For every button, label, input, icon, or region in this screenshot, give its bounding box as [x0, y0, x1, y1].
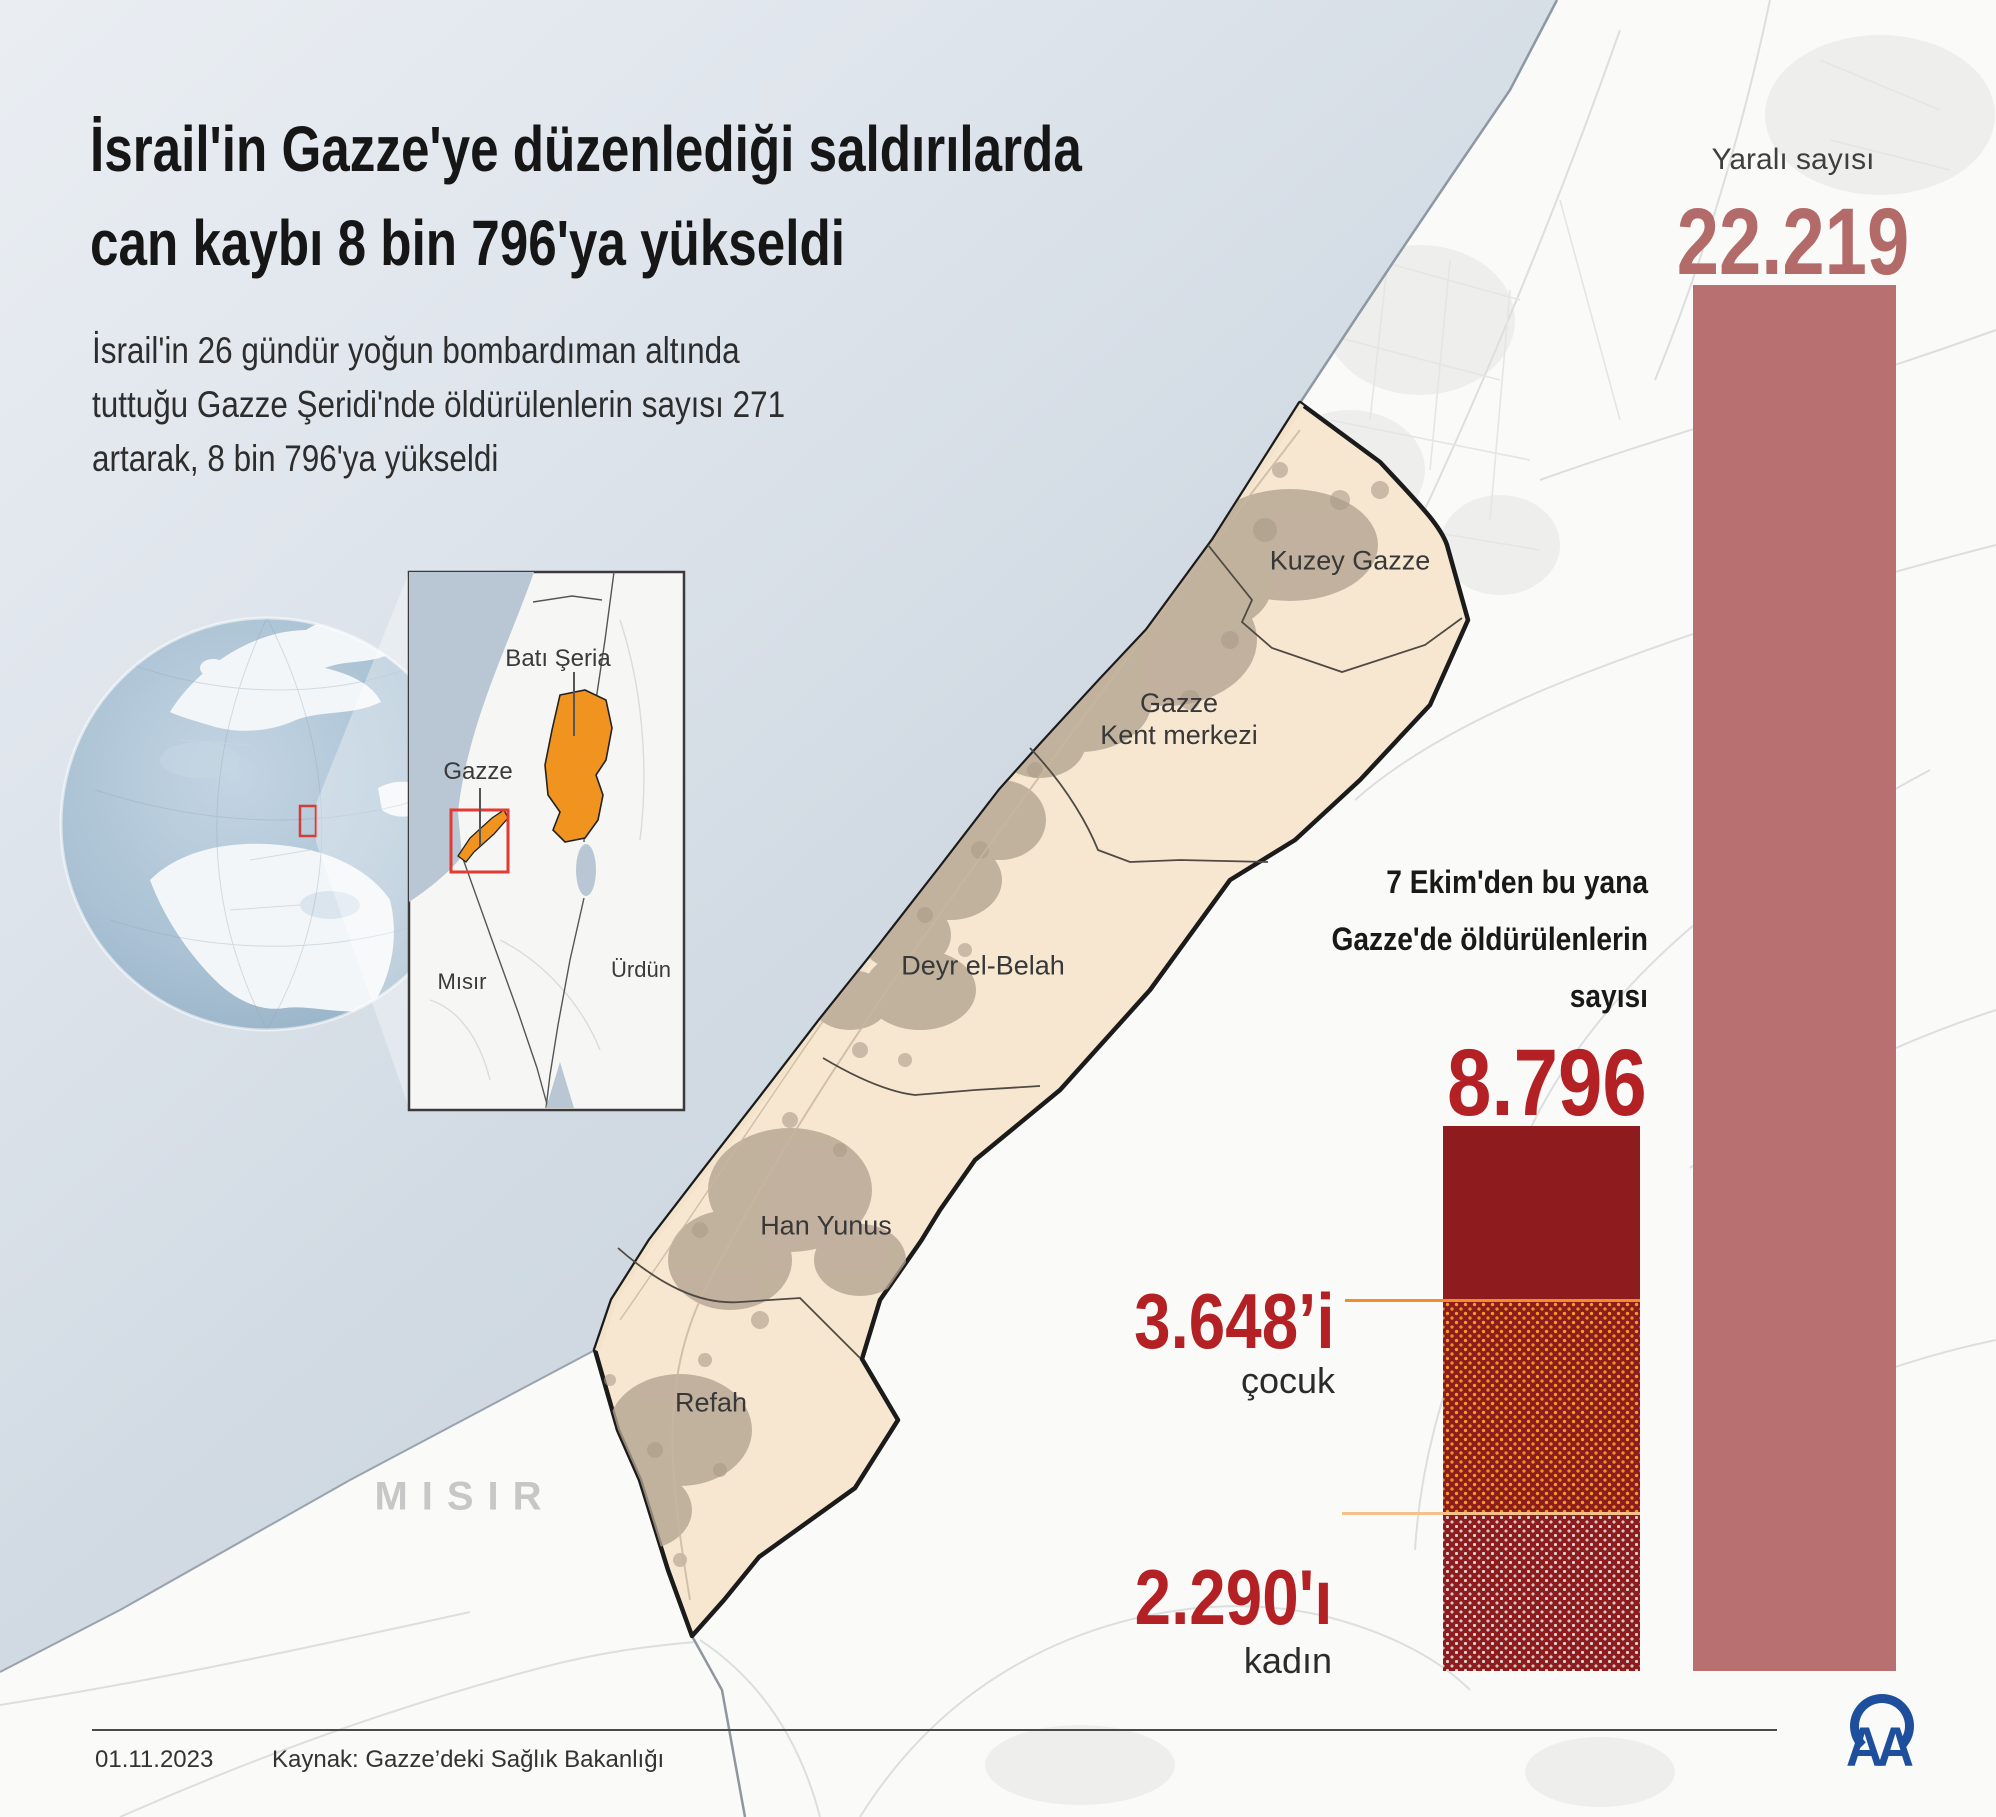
women-value: 2.290'ı — [1134, 1553, 1332, 1641]
footer-date: 01.11.2023 — [95, 1746, 214, 1773]
killed-label-line2: Gazze'de öldürülenlerin — [1331, 921, 1648, 957]
injured-label: Yaralı sayısı — [1711, 143, 1875, 176]
inset-label-gaza: Gazze — [443, 758, 513, 785]
children-leader-line — [1345, 1299, 1640, 1302]
killed-women-segment — [1443, 1513, 1640, 1671]
inset-label-west-bank: Batı Şeria — [505, 645, 611, 672]
women-label: kadın — [1243, 1640, 1332, 1681]
gaza-leader-line — [479, 788, 481, 846]
gulf-of-aqaba — [546, 1062, 574, 1108]
footer-divider — [92, 1729, 1777, 1731]
aa-logo-text: AA — [1846, 1715, 1914, 1778]
women-leader-line — [1342, 1512, 1640, 1515]
children-label: çocuk — [1240, 1360, 1335, 1401]
inset-label-egypt: Mısır — [437, 969, 487, 994]
west-bank-shape — [544, 689, 613, 843]
egypt-israel-border — [690, 1635, 747, 1817]
map-label-rafah: Refah — [674, 1387, 748, 1418]
injured-bar — [1693, 285, 1896, 1671]
aa-logo-arc-icon — [1850, 1694, 1914, 1758]
killed-label: 7 Ekim'den bu yana Gazze'de öldürülenler… — [1102, 854, 1648, 1025]
map-label-gaza-city-line1: Gazze — [1139, 688, 1219, 718]
inset-label-jordan: Ürdün — [611, 957, 671, 982]
gaza-district-borders — [617, 544, 1463, 1359]
anadolu-agency-logo: AA — [1846, 1694, 1942, 1790]
dead-sea — [576, 844, 596, 896]
killed-label-line1: 7 Ekim'den bu yana — [1386, 864, 1648, 900]
globe-highlight-rect — [298, 804, 318, 838]
subtitle-line1: İsrail'in 26 gündür yoğun bombardıman al… — [92, 330, 740, 371]
map-label-gaza-city: Gazze Kent merkezi — [1100, 687, 1258, 751]
inset-map — [407, 570, 686, 1112]
map-label-khan-yunis: Han Yunus — [760, 1210, 892, 1241]
injured-value: 22.219 — [1676, 189, 1910, 295]
killed-value: 8.796 — [1447, 1030, 1647, 1136]
killed-children-segment — [1443, 1300, 1640, 1513]
map-label-gaza-city-line2: Kent merkezi — [1100, 720, 1258, 750]
killed-bar — [1443, 1126, 1640, 1671]
map-label-deir-al-balah: Deyr el-Belah — [901, 950, 1065, 981]
killed-other-segment — [1443, 1126, 1640, 1300]
page-title-line2: can kaybı 8 bin 796'ya yükseldi — [90, 207, 845, 279]
west-bank-leader-line — [573, 672, 575, 736]
subtitle-line3: artarak, 8 bin 796'ya yükseldi — [92, 438, 499, 479]
mediterranean-sea — [0, 0, 1557, 1672]
egypt-coastline — [0, 1349, 596, 1673]
map-label-egypt-large: MISIR — [374, 1474, 556, 1519]
killed-label-line3: sayısı — [1569, 978, 1648, 1014]
magnifier-wedge — [316, 572, 409, 1108]
page-title-line1: İsrail'in Gazze'ye düzenlediği saldırıla… — [90, 113, 1082, 185]
map-label-north-gaza: Kuzey Gazze — [1269, 545, 1431, 576]
subtitle-line2: tuttuğu Gazze Şeridi'nde öldürülenlerin … — [92, 384, 786, 425]
children-value: 3.648’i — [1134, 1277, 1335, 1365]
footer-source: Kaynak: Gazze’deki Sağlık Bakanlığı — [272, 1746, 665, 1773]
israel-coastline — [1298, 0, 1559, 404]
